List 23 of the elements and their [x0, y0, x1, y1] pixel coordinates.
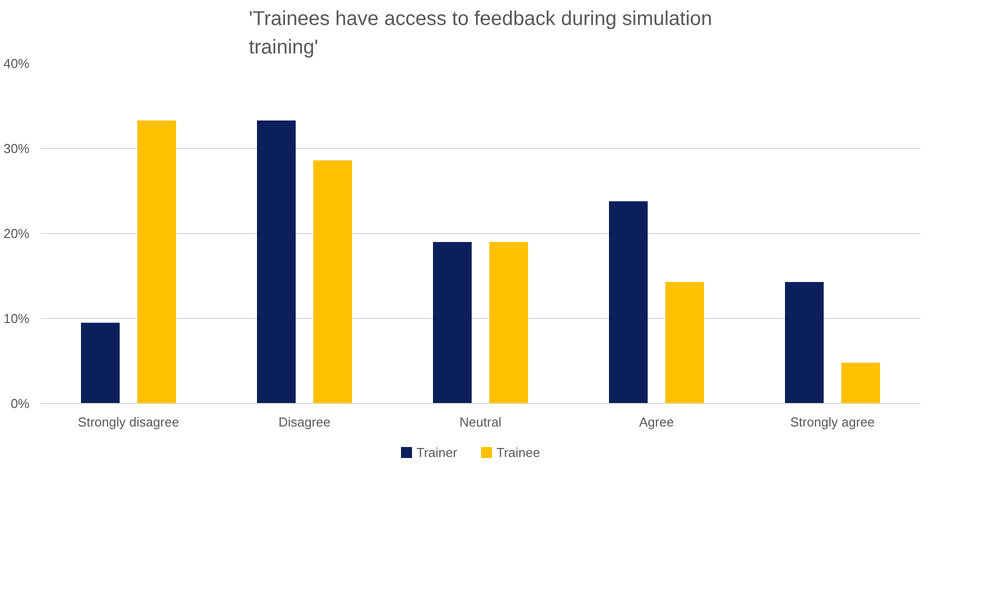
bar	[432, 242, 472, 404]
bar	[313, 160, 352, 404]
legend-label: Trainee	[496, 445, 540, 460]
bar	[841, 362, 880, 404]
x-tick-label: Neutral	[460, 414, 502, 430]
bar	[608, 201, 648, 404]
x-tick-label: Strongly disagree	[78, 414, 180, 430]
y-tick-label: 20%	[3, 226, 30, 241]
y-tick-label: 0%	[10, 396, 30, 411]
x-tick-label: Agree	[639, 414, 674, 430]
y-tick-label: 10%	[3, 311, 30, 326]
bar	[665, 282, 704, 404]
y-tick-label: 30%	[3, 141, 30, 156]
x-tick-label: Disagree	[278, 414, 331, 430]
bar	[256, 120, 296, 404]
legend-label: Trainer	[416, 445, 458, 460]
y-tick-label: 40%	[3, 56, 30, 71]
chart-title: 'Trainees have access to feedback during simulation training'	[248, 8, 712, 58]
bar	[80, 322, 120, 404]
bar	[489, 242, 528, 404]
bar	[137, 120, 176, 404]
x-tick-label: Strongly agree	[790, 414, 875, 430]
bar	[784, 282, 824, 404]
